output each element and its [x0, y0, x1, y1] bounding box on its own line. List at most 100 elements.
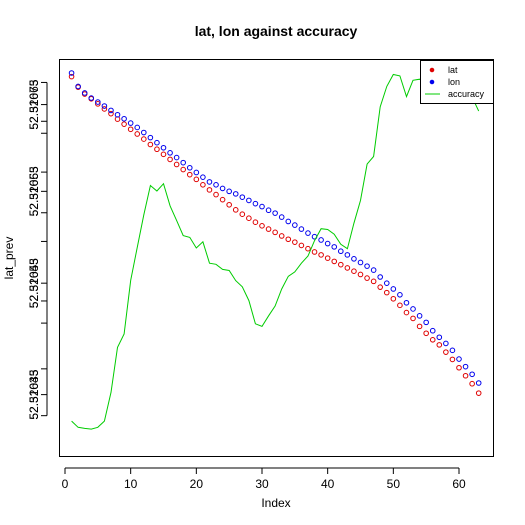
- point-lat: [318, 252, 324, 258]
- point-lon: [462, 363, 469, 370]
- point-lon: [410, 306, 416, 312]
- point-lon: [338, 248, 344, 255]
- point-lat: [127, 126, 134, 133]
- point-lat: [239, 211, 246, 218]
- point-lat: [292, 239, 298, 245]
- point-lat: [456, 364, 462, 371]
- y-tick-label: 52.51043: [27, 258, 41, 308]
- point-lat: [141, 136, 147, 142]
- point-lon: [206, 179, 213, 185]
- point-lon: [259, 203, 265, 210]
- point-lat: [364, 275, 370, 281]
- point-lat: [95, 101, 101, 107]
- x-axis-label: Index: [261, 496, 290, 510]
- point-lon: [265, 207, 272, 214]
- point-lon: [370, 267, 377, 273]
- point-lat: [265, 226, 272, 232]
- point-lat: [390, 295, 397, 302]
- point-lon: [469, 371, 475, 378]
- point-lat: [344, 265, 351, 271]
- point-lon: [180, 159, 186, 166]
- point-lon: [108, 107, 114, 114]
- point-lon: [114, 111, 121, 118]
- point-lat: [278, 233, 285, 239]
- point-lon: [167, 150, 173, 156]
- legend-label-lat: lat: [448, 65, 458, 75]
- point-lon: [173, 154, 180, 161]
- x-tick-label: 0: [62, 477, 69, 491]
- point-lat: [232, 207, 239, 213]
- x-tick-label: 50: [387, 477, 401, 491]
- legend-key-lon: [429, 79, 435, 85]
- point-lat: [324, 255, 331, 261]
- chart-title: lat, lon against accuracy: [195, 23, 358, 39]
- point-lat: [186, 171, 193, 178]
- point-lon: [75, 83, 81, 90]
- y-tick-label: 52.32665: [27, 166, 41, 216]
- point-lat: [357, 271, 364, 278]
- point-lat: [173, 161, 180, 168]
- point-lat: [167, 156, 173, 163]
- point-lat: [331, 258, 338, 265]
- point-lat: [101, 106, 108, 112]
- point-lat: [462, 372, 469, 379]
- point-lon: [390, 286, 397, 292]
- point-lat: [475, 390, 482, 396]
- point-lon: [272, 210, 278, 216]
- point-lon: [213, 182, 219, 188]
- x-tick-label: 20: [190, 477, 204, 491]
- point-lat: [397, 302, 403, 309]
- point-lat: [338, 261, 344, 268]
- point-lat: [252, 219, 259, 225]
- point-lat: [370, 278, 377, 285]
- point-lon: [160, 144, 167, 151]
- point-lat: [285, 236, 292, 243]
- point-lat: [108, 110, 114, 117]
- y-tick-label: 52.32655: [27, 258, 41, 308]
- point-lat: [68, 73, 75, 80]
- point-lat: [200, 182, 206, 188]
- point-lat: [311, 249, 318, 255]
- point-lon: [193, 169, 200, 176]
- point-lon: [377, 274, 384, 280]
- point-lon: [101, 103, 108, 109]
- point-lon: [416, 313, 423, 319]
- x-tick-label: 60: [452, 477, 466, 491]
- plot-area-border: [59, 59, 494, 457]
- point-lat: [449, 356, 456, 363]
- series-layer: [68, 70, 482, 430]
- point-lat: [154, 146, 160, 153]
- point-lon: [226, 188, 232, 195]
- point-lat: [436, 342, 443, 348]
- point-lon: [200, 174, 206, 180]
- point-lon: [364, 263, 370, 269]
- point-lon: [318, 237, 324, 243]
- point-lon: [423, 319, 429, 326]
- point-lat: [403, 309, 410, 316]
- point-lon: [68, 70, 75, 76]
- point-lat: [213, 191, 219, 198]
- legend-label-lon: lon: [448, 77, 460, 87]
- y-tick-label: 52.51063: [27, 79, 41, 129]
- point-lon: [219, 185, 226, 192]
- legend-key-lat: [429, 67, 435, 73]
- point-lat: [246, 215, 252, 221]
- point-lon: [344, 252, 351, 258]
- point-lon: [449, 347, 456, 354]
- x-tick-label: 10: [124, 477, 138, 491]
- point-lat: [272, 229, 278, 236]
- point-lon: [383, 280, 390, 286]
- point-lon: [95, 99, 101, 105]
- point-lat: [429, 337, 436, 343]
- point-lat: [226, 201, 232, 208]
- point-lon: [232, 191, 239, 197]
- point-lon: [475, 380, 482, 386]
- point-lat: [298, 242, 305, 249]
- point-lon: [88, 95, 95, 101]
- x-tick-label: 40: [321, 477, 335, 491]
- point-lon: [331, 244, 338, 250]
- point-lon: [324, 240, 331, 247]
- point-lat: [121, 121, 127, 127]
